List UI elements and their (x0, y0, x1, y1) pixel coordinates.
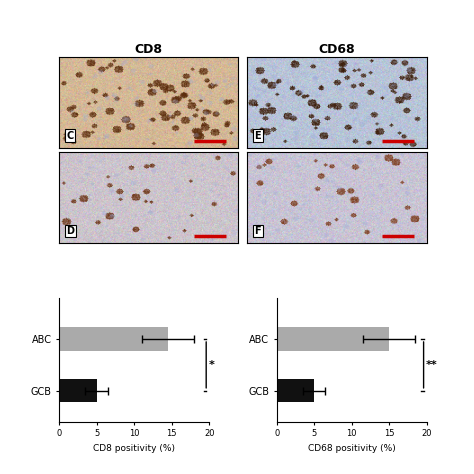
Bar (277, 328, 389, 351)
Text: E: E (255, 130, 261, 140)
Bar (59, 328, 168, 351)
X-axis label: CD68 positivity (%): CD68 positivity (%) (308, 444, 395, 453)
X-axis label: CD8 positivity (%): CD8 positivity (%) (93, 444, 175, 453)
Title: CD8: CD8 (135, 43, 163, 56)
Title: CD68: CD68 (319, 43, 356, 56)
Text: D: D (66, 226, 74, 236)
Bar (59, 379, 97, 402)
Text: F: F (255, 226, 261, 236)
Text: C: C (66, 130, 73, 140)
Text: *: * (209, 360, 214, 370)
Bar (277, 379, 314, 402)
Text: **: ** (426, 360, 438, 370)
